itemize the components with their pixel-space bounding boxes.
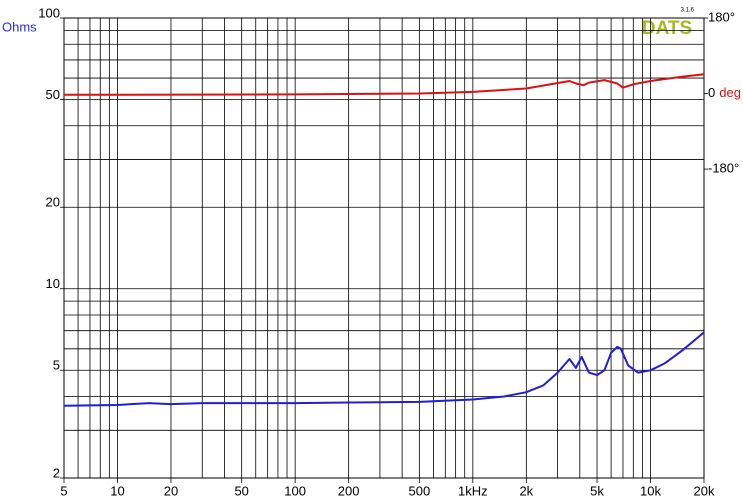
plot-frame [63, 17, 705, 479]
x-tick-label: 20 [164, 483, 178, 498]
y2-axis-label: deg [719, 85, 741, 100]
x-tick-label: 10k [640, 483, 661, 498]
x-tick-label: 2k [519, 483, 533, 498]
grid [63, 17, 705, 479]
x-tick-label: 500 [409, 483, 431, 498]
y2-tick-label: -180° [708, 161, 739, 176]
x-tick-label: 10 [110, 483, 124, 498]
x-tick-label: 200 [338, 483, 360, 498]
x-tick-label: 100 [284, 483, 306, 498]
x-tick-label: 20k [694, 483, 715, 498]
badge: DATS [642, 18, 692, 39]
y-tick-label: 20 [46, 195, 60, 210]
y2-tick-label: 0 [708, 85, 715, 100]
y-tick-label: 2 [53, 465, 60, 480]
x-tick-label: 50 [234, 483, 248, 498]
y-tick-label: 10 [46, 276, 60, 291]
y-tick-label: 100 [38, 5, 60, 20]
x-tick-label: 5 [60, 483, 67, 498]
x-tick-label: 5k [590, 483, 604, 498]
series-line [63, 73, 705, 96]
series-line [63, 331, 705, 407]
y-axis-label: Ohms [2, 19, 37, 34]
badge-box [636, 15, 698, 41]
y2-tick-label: 180° [708, 9, 735, 24]
y-tick-label: 5 [53, 358, 60, 373]
version: 3.1.6 [681, 8, 695, 14]
x-tick-label: 1kHz [458, 483, 488, 498]
y-tick-label: 50 [46, 87, 60, 102]
